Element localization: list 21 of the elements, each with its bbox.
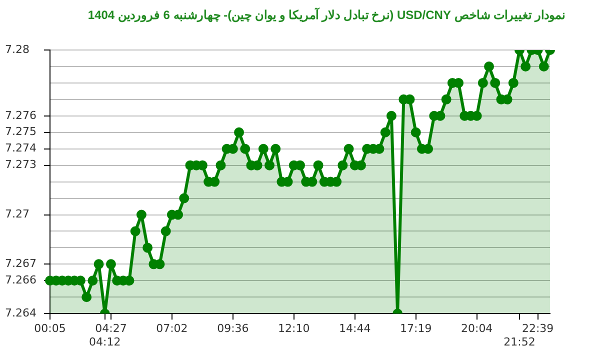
y-tick-label: 7.275 [5,125,36,138]
y-tick-label: 7.274 [5,142,36,155]
y-tick-label: 7.273 [5,158,36,172]
x-tick-label: 04:12 [89,335,121,348]
x-tick-label: 21:52 [504,335,536,348]
y-tick-label: 7.28 [5,42,30,56]
x-tick-label: 09:36 [217,322,249,336]
y-tick-label: 7.267 [5,257,36,270]
y-tick-label: 7.266 [5,274,36,287]
x-tick-label: 12:10 [278,322,310,336]
y-tick-label: 7.276 [5,108,36,122]
y-tick-label: 7.264 [5,306,36,320]
x-tick-label: 14:44 [339,322,371,336]
x-tick-label: 07:02 [156,322,188,336]
y-tick-label: 7.27 [5,208,30,221]
x-tick-label: 17:19 [400,322,432,336]
x-tick-label: 04:27 [95,322,127,336]
x-tick-label: 00:05 [34,322,66,336]
x-tick-label: 22:39 [522,322,554,336]
x-tick-label: 20:04 [460,322,493,336]
chart-title: نمودار تغییرات شاخص USD/CNY (نرخ تبادل دلار آمریکا و یوان چین)- چهارشنبه 6 فروردین 1404 [86,8,565,22]
